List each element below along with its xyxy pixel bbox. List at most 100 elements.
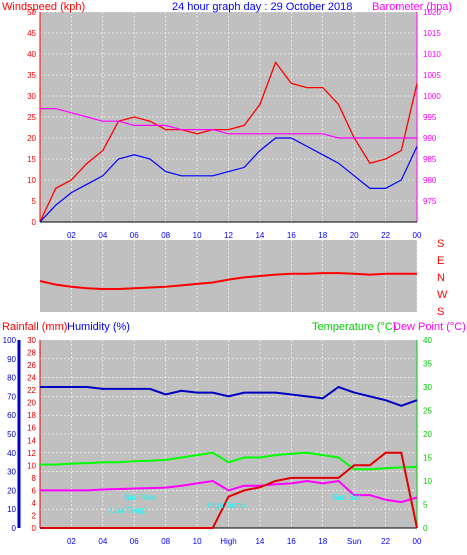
barometer-tick-label: 1005 [423,71,441,80]
windspeed-tick-label: 50 [27,8,36,17]
series-lines [39,61,418,529]
wind-average-line [39,137,418,223]
direction-letter-w: W [437,289,448,301]
time-tick-label: 16 [287,231,296,240]
time-tick-label: 20 [350,231,359,240]
temp-time-tick-label: 10 [193,537,202,546]
dewpoint-label: Dew Point (°C) [393,321,466,333]
temperature-line [40,451,418,471]
humidity-label: Humidity (%) [67,321,130,333]
temperature-tick-label: 5 [423,501,428,510]
rainfall-tick-label: 10 [27,461,36,470]
temp-time-tick-label: High [220,537,236,546]
temp-time-tick-label: 18 [318,537,327,546]
temp-time-tick-label: 06 [130,537,139,546]
rainfall-tick-label: 8 [32,474,37,483]
wind-direction-line [39,272,417,290]
temperature-label: Temperature (°C) [312,321,396,333]
humidity-tick-label: 80 [7,374,16,383]
rainfall-tick-label: 12 [27,449,36,458]
time-tick-label: 14 [255,231,264,240]
humidity-tick-label: 40 [7,449,16,458]
temp-time-tick-label: 04 [98,537,107,546]
windspeed-tick-label: 5 [32,197,37,206]
sun-set-annotation: Sun Set [332,493,361,502]
barometer-label: Barometer (hpa) [372,1,452,13]
rainfall-tick-label: 0 [32,524,37,533]
rainfall-line [40,451,418,529]
rainfall-tick-label: 22 [27,386,36,395]
barometer-tick-label: 980 [423,176,437,185]
rainfall-tick-label: 14 [27,436,36,445]
humidity-tick-label: 100 [3,336,17,345]
humidity-tick-label: 30 [7,468,16,477]
rainfall-tick-label: 26 [27,361,36,370]
windspeed-tick-label: 40 [27,50,36,59]
temp-time-tick-label: 16 [287,537,296,546]
barometer-line [40,107,417,139]
temperature-tick-label: 25 [423,407,432,416]
humidity-tick-label: 90 [7,355,16,364]
temp-time-tick-label: 00 [413,537,422,546]
rainfall-tick-label: 4 [32,499,37,508]
temp-time-tick-label: Sun [347,537,361,546]
barometer-tick-label: 1010 [423,50,441,59]
rainfall-tick-label: 16 [27,424,36,433]
high-temp-annotation: High Temp [207,501,246,510]
rainfall-tick-label: 18 [27,411,36,420]
time-tick-label: 06 [130,231,139,240]
windspeed-tick-label: 25 [27,113,36,122]
humidity-tick-label: 0 [12,524,17,533]
tick-labels: 0510152025303540455097598098599099510001… [3,8,442,546]
windspeed-tick-label: 20 [27,134,36,143]
direction-letter-s-bottom: S [437,306,444,318]
temperature-tick-label: 30 [423,383,432,392]
humidity-tick-label: 20 [7,486,16,495]
temperature-tick-label: 15 [423,454,432,463]
direction-letter-n: N [437,272,445,284]
temp-time-tick-label: 08 [161,537,170,546]
humidity-tick-label: 50 [7,430,16,439]
windspeed-tick-label: 30 [27,92,36,101]
barometer-tick-label: 995 [423,113,437,122]
windspeed-tick-label: 15 [27,155,36,164]
rainfall-tick-label: 28 [27,349,36,358]
rainfall-tick-label: 2 [32,511,37,520]
time-tick-label: 02 [67,231,76,240]
temperature-tick-label: 35 [423,360,432,369]
direction-letter-e: E [437,255,444,267]
temperature-tick-label: 10 [423,477,432,486]
rainfall-label: Rainfall (mm) [2,321,67,333]
barometer-tick-label: 985 [423,155,437,164]
time-tick-label: 00 [413,231,422,240]
sun-rise-annotation: Sun Rise [124,493,157,502]
barometer-tick-label: 1015 [423,29,441,38]
time-tick-label: 12 [224,231,233,240]
windspeed-tick-label: 35 [27,71,36,80]
dewpoint-line [40,479,418,504]
humidity-tick-label: 60 [7,411,16,420]
chart-title: 24 hour graph day : 29 October 2018 [172,1,352,13]
time-tick-label: 04 [98,231,107,240]
windspeed-tick-label: 10 [27,176,36,185]
temperature-tick-label: 20 [423,430,432,439]
low-temp-annotation: Low Temp [110,506,147,515]
time-tick-label: 10 [193,231,202,240]
windspeed-label: Windspeed (kph) [2,1,85,13]
temp-time-tick-label: 22 [381,537,390,546]
rainfall-tick-label: 24 [27,374,36,383]
windspeed-tick-label: 45 [27,29,36,38]
time-tick-label: 22 [381,231,390,240]
barometer-tick-label: 1020 [423,8,441,17]
windspeed-tick-label: 0 [32,218,37,227]
rainfall-tick-label: 6 [32,486,37,495]
humidity-line [40,385,418,407]
rainfall-tick-label: 20 [27,399,36,408]
temperature-tick-label: 0 [423,524,428,533]
temp-time-tick-label: 14 [255,537,264,546]
barometer-tick-label: 1000 [423,92,441,101]
humidity-tick-label: 70 [7,392,16,401]
barometer-tick-label: 990 [423,134,437,143]
